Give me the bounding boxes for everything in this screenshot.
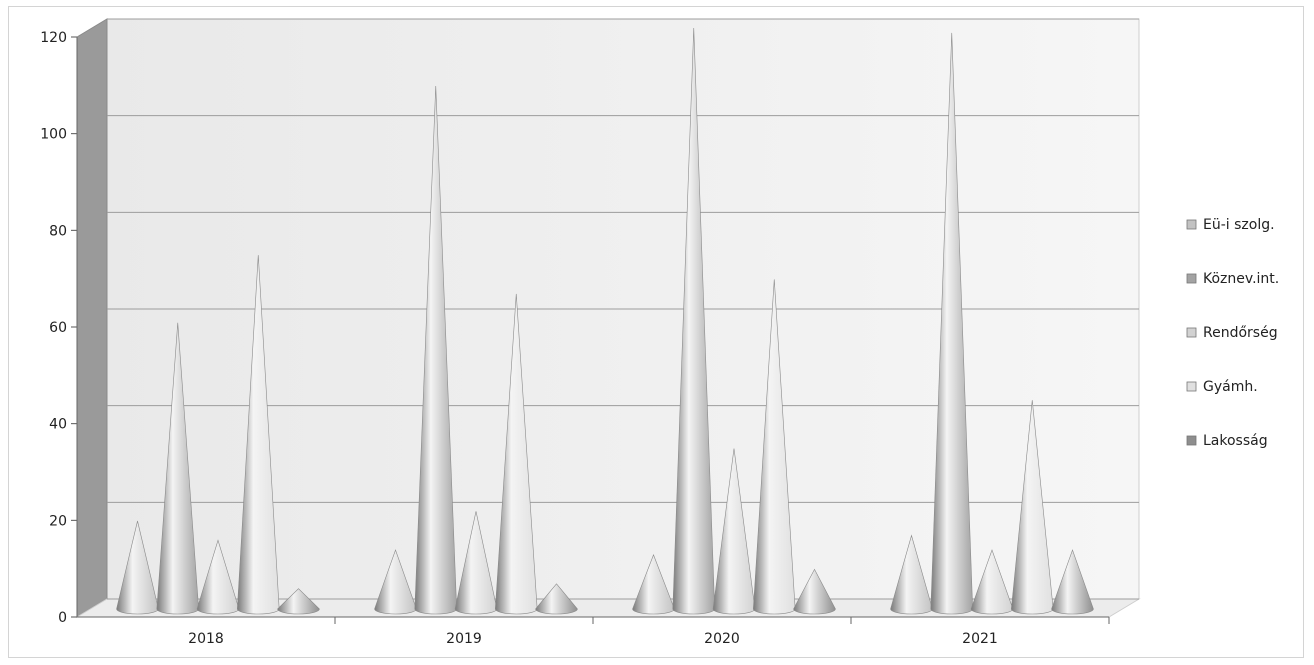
side-wall bbox=[76, 18, 108, 618]
y-tick-label: 100 bbox=[40, 127, 67, 143]
x-tick-label: 2019 bbox=[446, 631, 482, 647]
y-axis: 0 20 40 60 80 100 120 bbox=[40, 30, 78, 626]
legend-swatch bbox=[1186, 273, 1197, 284]
plot-walls bbox=[75, 18, 1141, 618]
gridlines bbox=[107, 18, 1139, 600]
legend-entry: Eü-i szolg. bbox=[1203, 217, 1275, 233]
cone-mark: Lakosság 2020: 8 bbox=[793, 568, 836, 615]
cone-mark: Lakosság 2019: 5 bbox=[535, 583, 578, 615]
y-tick-label: 120 bbox=[40, 30, 67, 46]
cone-chart: 0 20 40 60 80 100 120 Eü-i szolg. 2018: 18Közn… bbox=[40, 18, 1279, 647]
legend-entry: Gyámh. bbox=[1203, 379, 1258, 395]
legend-swatch bbox=[1186, 381, 1197, 392]
legend-swatch bbox=[1186, 435, 1197, 446]
cone-marks: Eü-i szolg. 2018: 18Köznev.int. 2018: 59… bbox=[116, 27, 1094, 615]
y-tick-label: 20 bbox=[49, 513, 67, 529]
x-tick-label: 2018 bbox=[188, 631, 224, 647]
cone-mark: Lakosság 2018: 4 bbox=[277, 588, 320, 615]
y-tick-label: 40 bbox=[49, 417, 67, 433]
x-axis: 2018 2019 2020 2021 bbox=[77, 616, 1110, 647]
y-tick-label: 80 bbox=[49, 223, 67, 239]
legend-swatch bbox=[1186, 219, 1197, 230]
legend-entry: Rendőrség bbox=[1203, 325, 1278, 341]
legend-swatch bbox=[1186, 327, 1197, 338]
x-tick-label: 2021 bbox=[962, 631, 998, 647]
y-tick-label: 60 bbox=[49, 320, 67, 336]
legend: Eü-i szolg. Köznev.int. Rendőrség Gyámh. Lak… bbox=[1186, 217, 1279, 449]
legend-entry: Köznev.int. bbox=[1203, 271, 1279, 287]
cone-mark: Lakosság 2021: 12 bbox=[1051, 549, 1094, 615]
chart-frame: 0 20 40 60 80 100 120 Eü-i szolg. 2018: 18Közn… bbox=[8, 6, 1304, 658]
legend-entry: Lakosság bbox=[1203, 433, 1268, 449]
x-tick-label: 2020 bbox=[704, 631, 740, 647]
y-tick-label: 0 bbox=[58, 610, 67, 626]
